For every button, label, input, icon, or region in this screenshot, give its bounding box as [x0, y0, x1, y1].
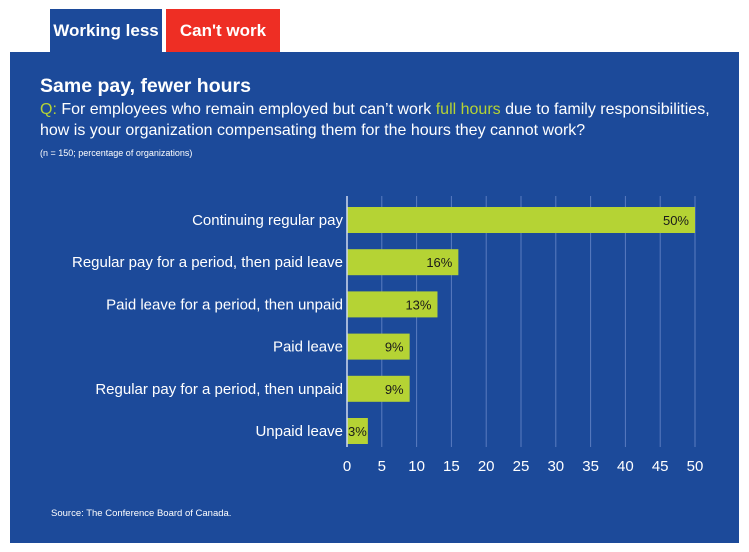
category-label: Paid leave for a period, then unpaid: [106, 296, 343, 313]
bar: [347, 333, 410, 360]
x-tick-label: 35: [582, 458, 599, 475]
x-tick-label: 50: [687, 458, 704, 475]
value-label: 50%: [663, 213, 689, 228]
x-tick-label: 0: [343, 458, 351, 475]
chart-title: Same pay, fewer hours: [40, 75, 251, 97]
bars: Continuing regular pay 50% Regular pay for…: [72, 207, 695, 444]
category-label: Regular pay for a period, then paid leav…: [72, 254, 343, 271]
value-label: 3%: [348, 424, 367, 439]
value-label: 13%: [405, 297, 431, 312]
bar: [347, 375, 410, 402]
gridlines: [381, 196, 696, 447]
tab-working-less[interactable]: Working less: [50, 9, 162, 52]
question-prefix: Q:: [40, 101, 57, 118]
source-note: Source: The Conference Board of Canada.: [51, 508, 232, 519]
value-label: 9%: [385, 340, 404, 355]
x-tick-label: 40: [617, 458, 634, 475]
value-label: 9%: [385, 382, 404, 397]
tab-cant-work[interactable]: Can't work: [166, 9, 280, 52]
category-label: Unpaid leave: [255, 423, 343, 440]
x-tick-label: 15: [443, 458, 460, 475]
bar: [347, 207, 695, 233]
survey-question: Q: For employees who remain employed but…: [40, 99, 740, 141]
x-tick-label: 30: [547, 458, 564, 475]
x-tick-label: 5: [378, 458, 386, 475]
bar: [347, 249, 459, 276]
bar: [347, 291, 438, 318]
x-tick-label: 20: [478, 458, 495, 475]
x-tick-label: 10: [408, 458, 425, 475]
x-axis: 0 5 10 15 20 25 30 35 40 45 50: [343, 196, 704, 475]
bar: [347, 418, 368, 444]
question-text-1: For employees who remain employed but ca…: [56, 101, 436, 118]
sample-note: (n = 150; percentage of organizations): [40, 148, 193, 158]
x-tick-label: 45: [652, 458, 669, 475]
question-text-2: due to family responsibilities, how is y…: [40, 101, 710, 139]
question-highlight: full hours: [435, 101, 501, 118]
value-label: 16%: [426, 255, 452, 270]
category-label: Paid leave: [273, 339, 343, 356]
category-label: Continuing regular pay: [192, 212, 343, 229]
category-label: Regular pay for a period, then unpaid: [95, 381, 343, 398]
x-tick-label: 25: [513, 458, 530, 475]
